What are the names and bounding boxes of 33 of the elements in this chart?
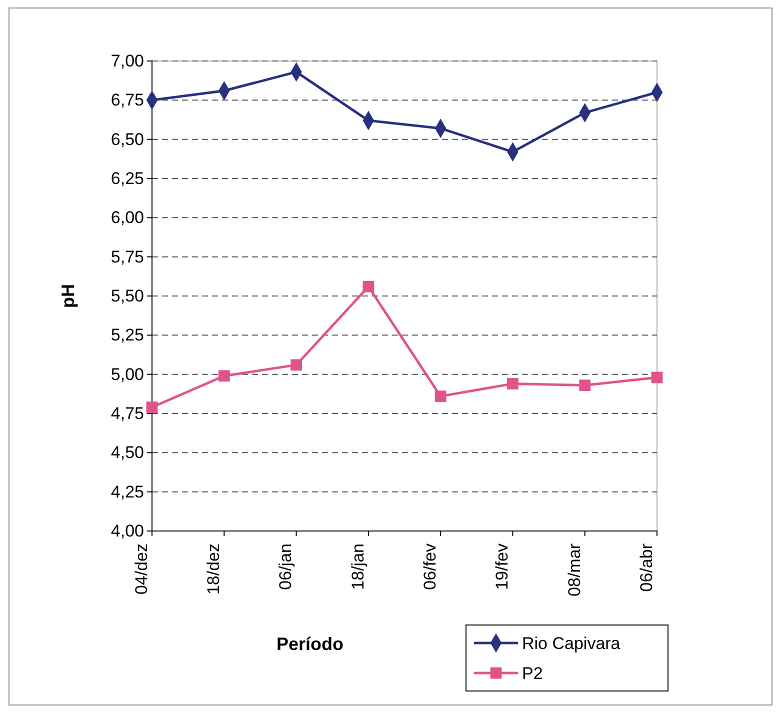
- y-axis-title: pH: [58, 284, 78, 308]
- x-tick-label: 06/abr: [636, 543, 656, 592]
- x-tick-label: 06/jan: [276, 544, 296, 590]
- point: [290, 359, 302, 371]
- y-tick-label: 5,50: [110, 286, 144, 306]
- point: [507, 378, 518, 390]
- y-tick-label: 4,00: [110, 521, 144, 540]
- y-tick-label: 7,00: [110, 51, 144, 70]
- point: [579, 380, 591, 391]
- point: [362, 280, 374, 292]
- y-tick-label: 4,75: [110, 404, 144, 423]
- point: [434, 390, 446, 402]
- x-tick-label: 08/mar: [564, 543, 584, 596]
- y-tick-label: 6,75: [110, 90, 144, 110]
- y-tick-label: 6,00: [110, 208, 144, 228]
- x-tick-label: 19/fev: [492, 543, 512, 590]
- point: [146, 402, 158, 413]
- x-tick-label: 18/jan: [348, 544, 368, 590]
- legend-label: P2: [522, 664, 543, 683]
- x-tick-label: 18/dez: [204, 544, 224, 595]
- x-tick-label: 06/fev: [420, 543, 440, 590]
- y-tick-label: 6,50: [110, 130, 144, 149]
- x-tick-label: 04/dez: [132, 544, 151, 595]
- x-axis-title: Período: [276, 634, 344, 654]
- point: [218, 370, 230, 382]
- y-tick-label: 5,00: [110, 364, 144, 384]
- y-tick-label: 5,25: [110, 326, 144, 345]
- y-tick-label: 6,25: [110, 168, 144, 188]
- legend-label: Rio Capivara: [522, 634, 621, 653]
- y-tick-label: 4,50: [110, 443, 144, 462]
- y-tick-label: 4,25: [110, 482, 144, 502]
- point: [651, 372, 663, 384]
- y-tick-label: 5,75: [110, 247, 144, 266]
